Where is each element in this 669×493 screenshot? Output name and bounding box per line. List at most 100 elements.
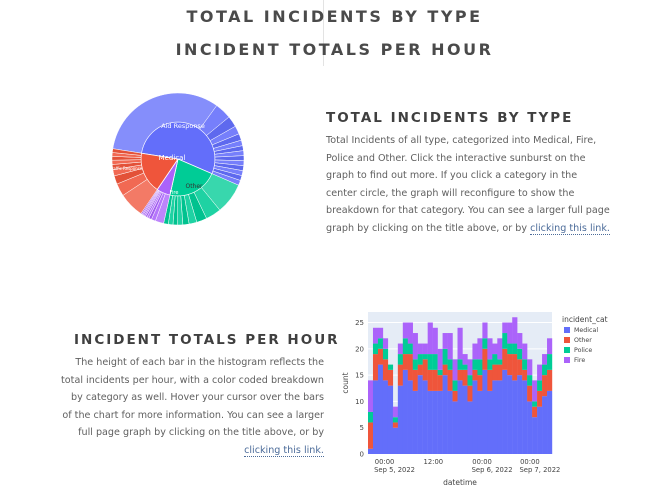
bar-other <box>497 364 503 381</box>
bar-medical <box>487 390 493 454</box>
y-tick-label: 5 <box>360 424 364 432</box>
sunburst-outer-slice <box>112 148 142 156</box>
bar-medical <box>527 401 533 454</box>
bar-other <box>517 359 523 376</box>
sunburst-label-aid-response: Aid Response <box>161 122 205 130</box>
bar-police <box>382 348 389 360</box>
bar-other <box>532 406 538 418</box>
bar-medical <box>377 364 384 454</box>
bar-fire <box>522 343 528 360</box>
bar-fire <box>427 322 433 355</box>
bar-other <box>467 385 473 402</box>
y-tick-label: 20 <box>355 345 364 353</box>
header-link-incidents-by-type[interactable]: TOTAL INCIDENTS BY TYPE <box>186 7 483 26</box>
full-page-link-sunburst[interactable]: clicking this link. <box>530 222 610 235</box>
sunburst-label-medical: Medical <box>159 154 186 162</box>
bar-fire <box>372 327 379 344</box>
bar-police <box>457 359 463 370</box>
bar-fire <box>422 343 428 355</box>
bar-other <box>502 348 508 370</box>
bar-medical <box>457 380 463 454</box>
y-axis-title: count <box>341 372 350 393</box>
bar-other <box>422 359 428 381</box>
bar-medical <box>387 385 394 454</box>
sunburst-chart[interactable]: Medical Other Fire Aid Response Traffic Resp… <box>108 84 248 238</box>
sunburst-outer-slice <box>112 92 218 154</box>
section-body: The height of each bar in the histogram … <box>61 357 324 438</box>
bar-medical <box>382 380 389 454</box>
bar-other <box>507 354 513 376</box>
bar-medical <box>502 369 508 454</box>
legend-label-medical: Medical <box>574 327 598 334</box>
bar-medical <box>437 390 443 454</box>
bar-fire <box>447 333 453 360</box>
bar-medical <box>467 401 473 454</box>
legend-label-police: Police <box>574 347 592 354</box>
bar-fire <box>527 359 533 376</box>
bar-fire <box>467 359 473 376</box>
bar-other <box>368 422 374 449</box>
bar-fire <box>377 327 384 339</box>
bar-police <box>387 364 394 370</box>
bar-police <box>447 359 453 370</box>
bar-medical <box>517 375 523 454</box>
bar-other <box>547 369 553 391</box>
bar-fire <box>507 322 513 344</box>
bar-other <box>452 390 458 402</box>
section-text-incidents-by-type: Total Incidents of all type, categorized… <box>326 132 610 237</box>
bar-fire <box>382 338 389 349</box>
bar-police <box>368 411 374 423</box>
bar-medical <box>422 380 428 454</box>
bar-police <box>407 343 413 355</box>
bar-fire <box>537 364 543 381</box>
y-tick-label: 10 <box>355 398 364 406</box>
bar-fire <box>457 327 463 360</box>
full-page-link-histogram[interactable]: clicking this link. <box>244 444 324 457</box>
legend-swatch-medical <box>564 327 570 333</box>
bar-other <box>437 375 443 391</box>
bar-police <box>477 359 483 376</box>
bar-other <box>512 354 518 381</box>
bar-fire <box>417 343 423 355</box>
bar-fire <box>368 380 374 412</box>
bar-other <box>537 390 543 407</box>
y-tick-label: 25 <box>355 319 364 327</box>
bar-fire <box>482 322 488 339</box>
bar-fire <box>492 343 498 355</box>
bar-medical <box>542 396 548 454</box>
bar-police <box>542 364 548 376</box>
bar-police <box>527 375 533 386</box>
bar-fire <box>407 322 413 344</box>
bar-police <box>377 338 384 349</box>
bar-medical <box>432 390 438 454</box>
bar-police <box>472 359 478 370</box>
y-tick-label: 15 <box>355 372 364 380</box>
x-tick-label: 00:00 <box>375 458 395 466</box>
bar-other <box>527 385 533 402</box>
bar-fire <box>477 338 483 360</box>
x-tick-date: Sep 7, 2022 <box>519 466 560 474</box>
legend-title: incident_cat <box>562 315 608 324</box>
bar-medical <box>427 390 433 454</box>
bar-police <box>502 333 508 349</box>
legend-swatch-police <box>564 347 570 353</box>
bar-fire <box>517 333 523 349</box>
header-link-incidents-per-hour[interactable]: INCIDENT TOTALS PER HOUR <box>175 40 494 59</box>
bar-fire <box>497 338 503 360</box>
sunburst-label-fire: Fire <box>170 190 179 196</box>
bar-other <box>522 369 528 381</box>
bar-other <box>402 354 408 370</box>
bar-police <box>517 348 523 360</box>
bar-fire <box>487 338 493 360</box>
bar-fire <box>392 406 399 418</box>
section-text-incidents-per-hour: The height of each bar in the histogram … <box>60 354 324 459</box>
x-tick-label: 00:00 <box>472 458 492 466</box>
legend-label-fire: Fire <box>574 357 585 364</box>
bar-other <box>432 369 438 391</box>
bar-fire <box>532 380 538 402</box>
bar-medical <box>452 401 458 454</box>
bar-other <box>482 348 488 370</box>
legend-label-other: Other <box>574 337 592 344</box>
bar-police <box>547 354 553 370</box>
